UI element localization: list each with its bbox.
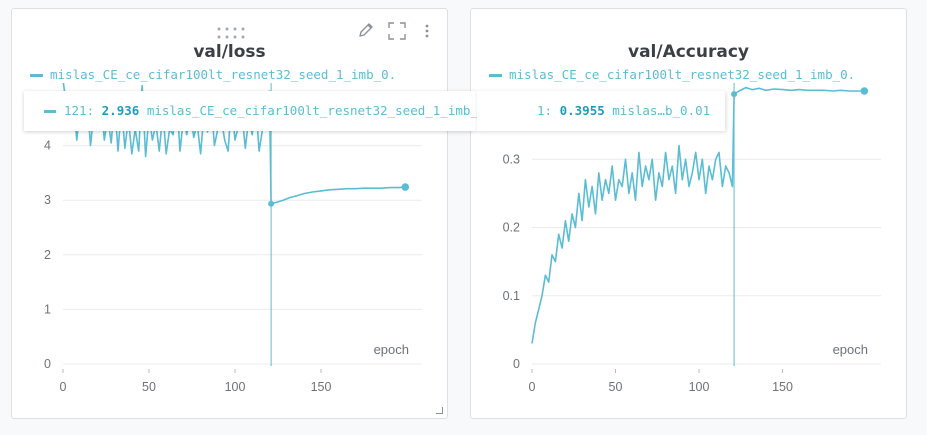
legend-entry[interactable]: mislas_CE_ce_cifar100lt_resnet32_seed_1_… <box>489 67 855 82</box>
y-tick-label: 0 <box>513 357 520 371</box>
x-tick-label: 150 <box>311 380 332 394</box>
x-axis-label: epoch <box>374 342 409 357</box>
y-tick-label: 2 <box>44 248 51 262</box>
y-tick-label: 0 <box>44 357 51 371</box>
tooltip-step: 1: <box>537 103 553 118</box>
x-tick-label: 50 <box>142 380 156 394</box>
legend-swatch <box>30 74 43 77</box>
hover-tooltip-accuracy: 1: 0.3955 mislas…b_0.01 <box>477 91 725 131</box>
chart-title: val/Accuracy <box>627 42 750 62</box>
y-tick-label: 4 <box>44 139 51 153</box>
x-axis-label: epoch <box>833 342 868 357</box>
hover-point <box>731 91 738 98</box>
tooltip-step: 121: <box>64 103 95 118</box>
tooltip-value: 2.936 <box>101 103 140 118</box>
accuracy-chart-plot[interactable]: 0 0.1 0.2 0.3 0 50 100 150 epoch <box>471 9 906 418</box>
tooltip-run: mislas_CE_ce_cifar100lt_resnet32_seed_1_… <box>146 103 477 118</box>
loss-chart-plot[interactable]: 0 1 2 3 4 0 50 100 150 epoch <box>12 9 447 418</box>
resize-handle-icon[interactable] <box>436 407 443 414</box>
x-tick-label: 150 <box>772 380 793 394</box>
x-tick-label: 100 <box>689 380 710 394</box>
x-tick-label: 0 <box>529 380 536 394</box>
legend-entry[interactable]: mislas_CE_ce_cifar100lt_resnet32_seed_1_… <box>30 67 396 82</box>
y-tick-label: 0.1 <box>503 289 520 303</box>
series-end-point <box>401 183 410 191</box>
y-tick-label: 1 <box>44 302 51 316</box>
x-tick-label: 50 <box>609 380 623 394</box>
tooltip-swatch <box>44 110 56 113</box>
drag-handle-icon[interactable] <box>216 26 246 40</box>
chart-panel-val-loss: val/loss mislas_CE_ce_cifar100lt_resnet3… <box>11 8 448 419</box>
hover-point <box>268 200 275 207</box>
y-tick-label: 0.2 <box>503 221 520 235</box>
pencil-icon[interactable] <box>357 21 375 39</box>
x-tick-label: 100 <box>225 380 246 394</box>
y-tick-label: 3 <box>44 193 51 207</box>
x-tick-label: 0 <box>60 380 67 394</box>
hover-tooltip-loss: 121: 2.936 mislas_CE_ce_cifar100lt_resne… <box>24 91 477 131</box>
y-tick-label: 0.3 <box>503 152 520 166</box>
chart-title: val/loss <box>193 42 266 62</box>
fullscreen-icon[interactable] <box>387 21 407 41</box>
series-end-point <box>860 87 869 95</box>
more-vert-icon[interactable] <box>422 21 432 41</box>
tooltip-value: 0.3955 <box>559 103 605 118</box>
legend-label: mislas_CE_ce_cifar100lt_resnet32_seed_1_… <box>50 67 397 82</box>
tooltip-run: mislas…b_0.01 <box>612 103 711 118</box>
legend-swatch <box>489 74 502 77</box>
series-line <box>531 86 865 344</box>
legend-label: mislas_CE_ce_cifar100lt_resnet32_seed_1_… <box>509 67 856 82</box>
chart-panel-val-accuracy: val/Accuracy mislas_CE_ce_cifar100lt_res… <box>470 8 907 419</box>
